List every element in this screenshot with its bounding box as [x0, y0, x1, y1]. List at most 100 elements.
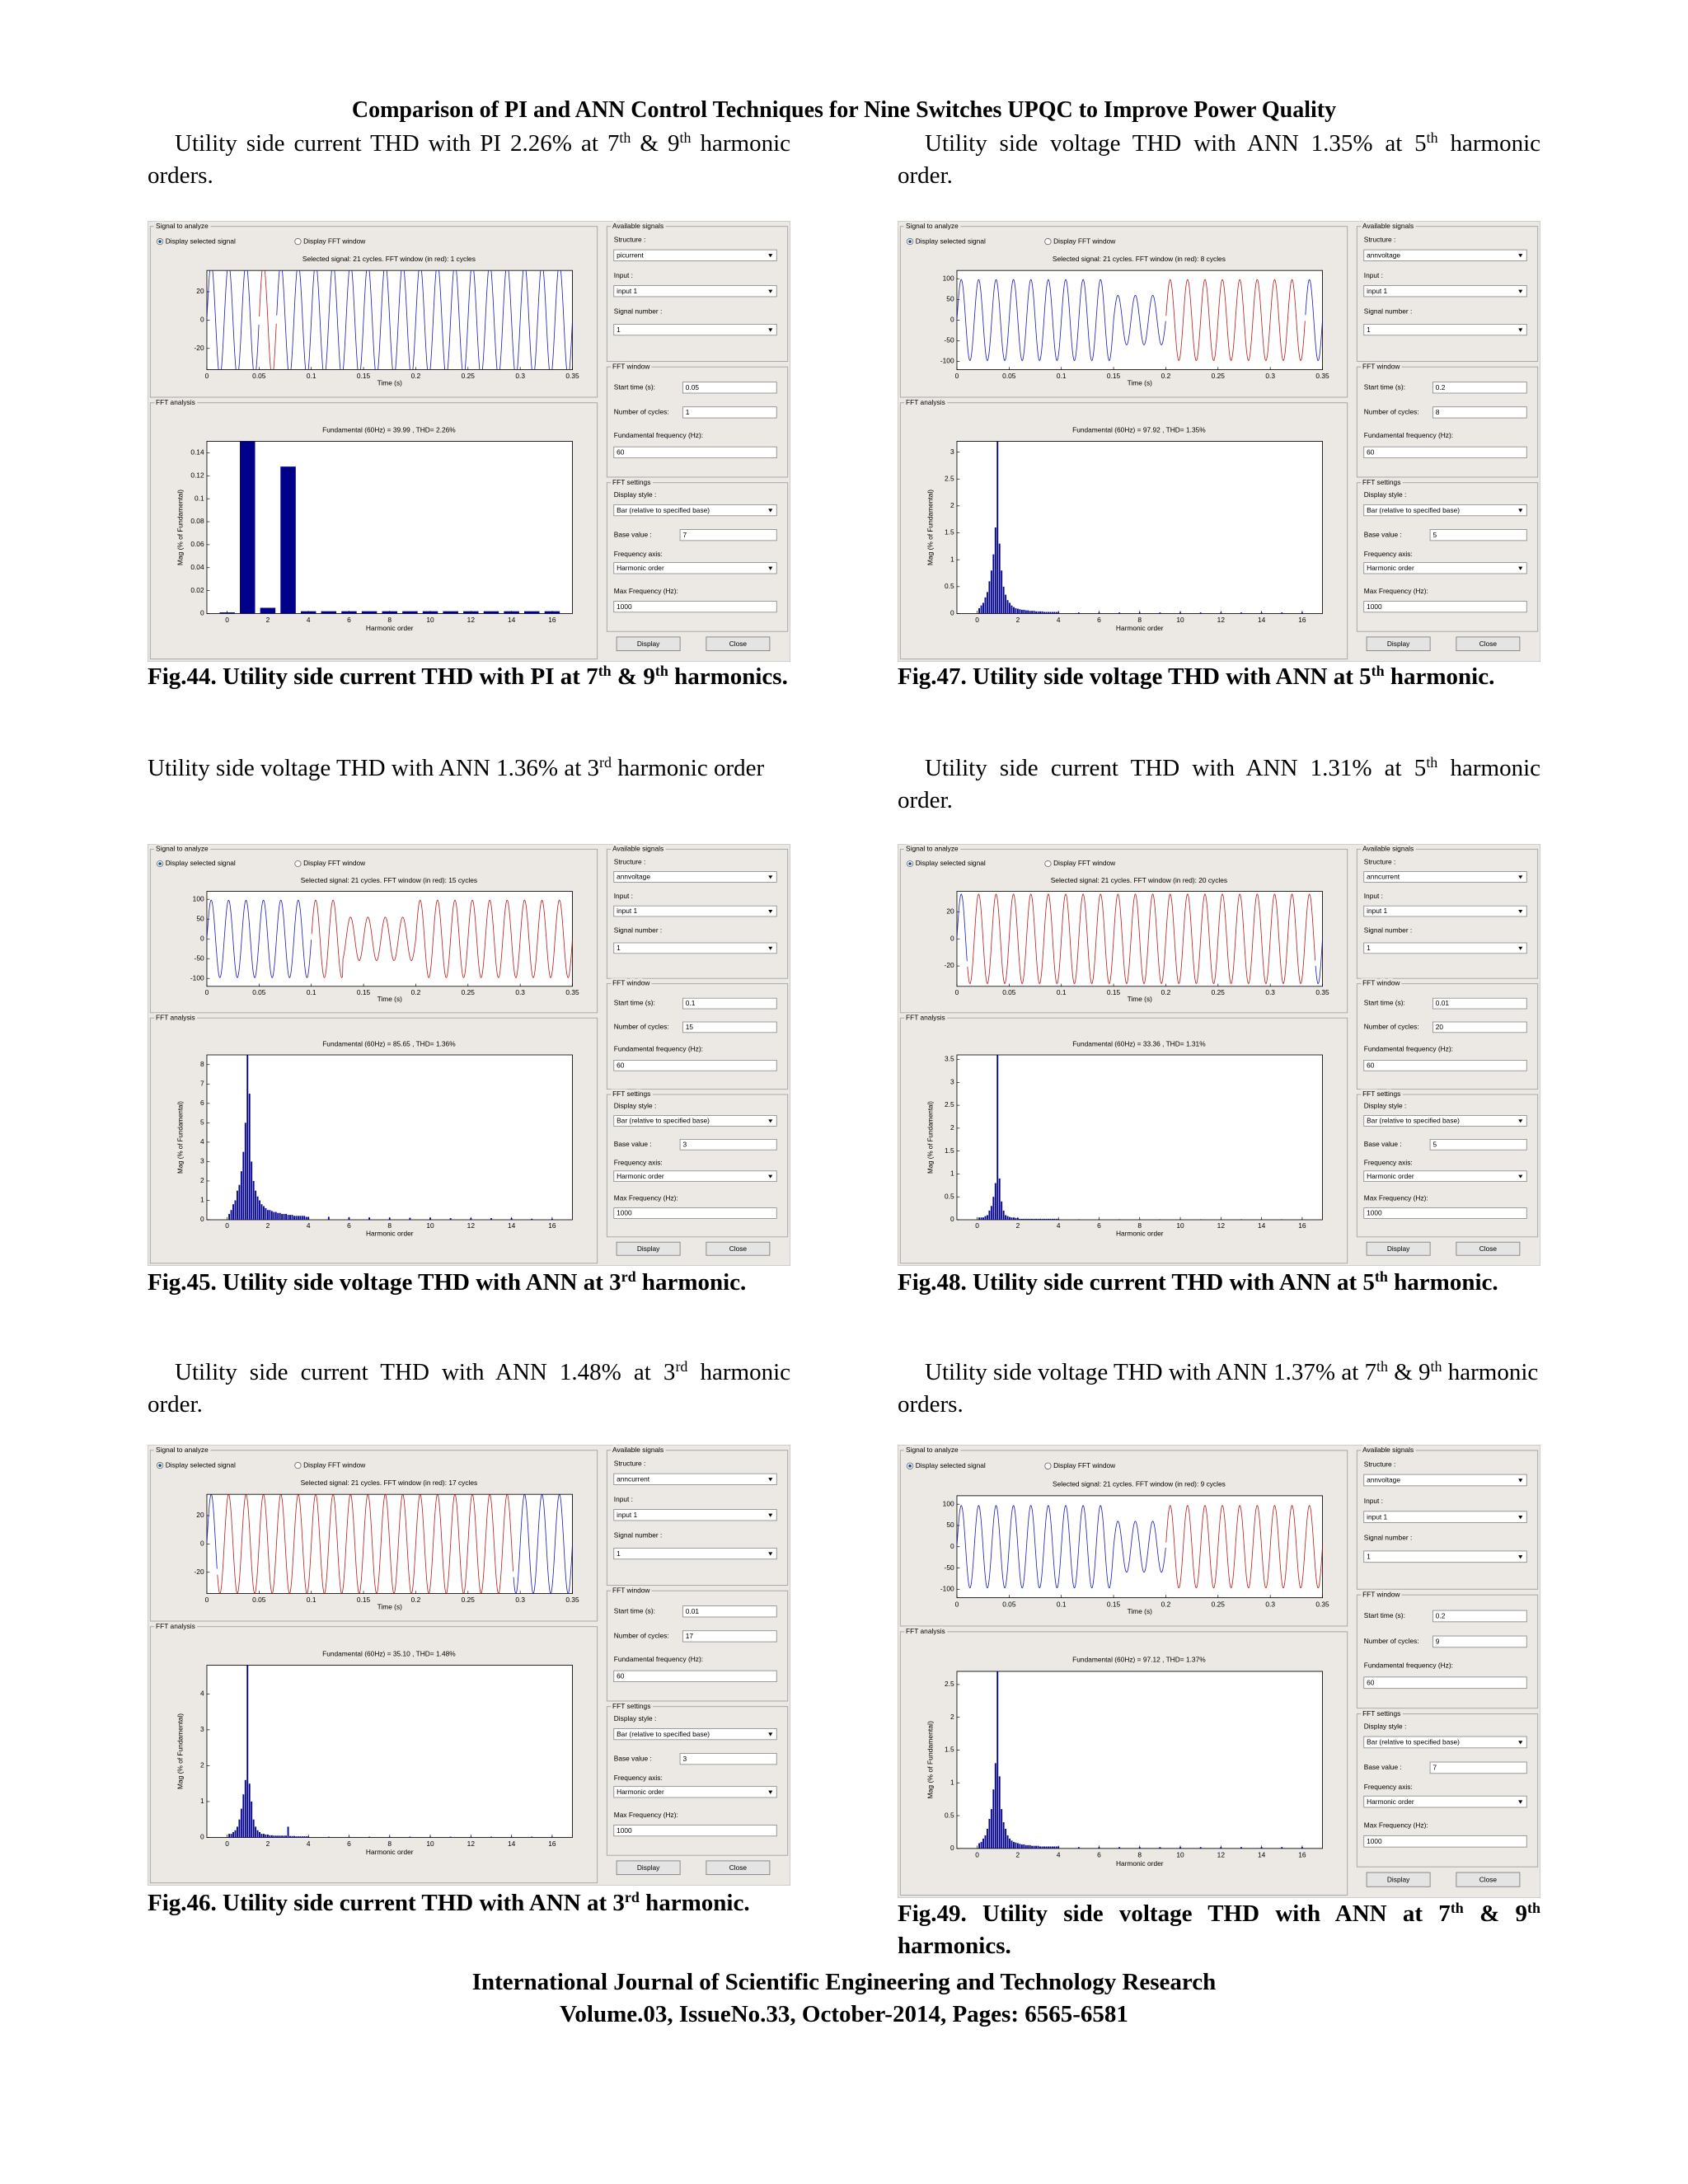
bar — [1009, 1838, 1010, 1849]
radio-off — [294, 1461, 302, 1469]
bar — [1020, 1218, 1023, 1220]
bar — [300, 611, 316, 614]
display-button[interactable] — [1366, 636, 1431, 652]
display-button[interactable] — [616, 636, 681, 652]
x-tick-label: 6 — [1097, 1851, 1101, 1859]
bar — [1051, 612, 1053, 614]
group-title: Signal to analyze — [906, 1446, 959, 1454]
bar — [1016, 1843, 1019, 1849]
label: Frequency axis: — [1364, 550, 1413, 558]
dropdown — [1363, 562, 1527, 574]
bar — [269, 1835, 271, 1838]
display-button[interactable] — [616, 1860, 681, 1876]
y-axis-label: Mag (% of Fundamental) — [926, 1101, 934, 1174]
superscript: th — [654, 663, 668, 680]
plot-area — [956, 1054, 1323, 1221]
y-tick-label: 0.02 — [190, 586, 204, 594]
display-button[interactable] — [1366, 1872, 1431, 1887]
superscript: rd — [621, 1268, 636, 1286]
dropdown — [613, 1547, 777, 1560]
bar — [1199, 612, 1202, 614]
bar — [1019, 1218, 1021, 1220]
y-tick-label: 1.5 — [945, 1147, 954, 1155]
group-title: Available signals — [1362, 1446, 1414, 1454]
bar — [274, 1835, 277, 1838]
x-tick-label: 14 — [508, 616, 516, 624]
bar — [301, 1836, 303, 1838]
display-button[interactable] — [1366, 1241, 1431, 1256]
bar — [232, 1831, 234, 1838]
fft-window-waveform — [1165, 1505, 1323, 1589]
group-box — [899, 1631, 1348, 1896]
label: Fundamental (60Hz) = 35.10 , THD= 1.48% — [322, 1649, 456, 1657]
x-tick-label: 14 — [508, 1222, 516, 1230]
close-button[interactable] — [706, 1241, 771, 1256]
y-tick-label: 2 — [200, 1177, 204, 1184]
fft-window-waveform — [1165, 279, 1306, 362]
x-tick-label: 4 — [307, 1222, 311, 1230]
bar — [998, 1179, 1001, 1220]
display-button[interactable] — [616, 1241, 681, 1256]
x-tick-label: 0.15 — [1107, 1600, 1121, 1608]
bar — [1199, 1219, 1202, 1220]
x-tick-label: 8 — [387, 616, 392, 624]
bar — [990, 570, 992, 614]
waveform — [956, 1505, 1166, 1589]
paragraph: Utility side voltage THD with ANN 1.37% … — [898, 1357, 1540, 1421]
y-tick-label: 0.04 — [190, 563, 204, 571]
label: Frequency axis: — [614, 1159, 663, 1166]
close-button[interactable] — [706, 636, 771, 652]
text-run: Utility side voltage THD with ANN 1.37% … — [925, 1359, 1376, 1385]
input-value: 9 — [1436, 1638, 1440, 1646]
bar — [1031, 1218, 1034, 1220]
bar — [1053, 1218, 1056, 1220]
close-button[interactable] — [1456, 1872, 1521, 1887]
bar — [1240, 1219, 1242, 1220]
input-value: 1000 — [1367, 1210, 1382, 1217]
label: Start time (s): — [614, 1000, 655, 1007]
label: Harmonic order — [1116, 1230, 1164, 1238]
bar — [301, 1216, 303, 1220]
bar — [285, 1213, 288, 1220]
close-button[interactable] — [706, 1860, 771, 1876]
y-tick-label: 7 — [200, 1080, 204, 1088]
bar — [1015, 1217, 1017, 1220]
superscript: th — [1527, 1900, 1540, 1917]
input-value: 1000 — [617, 1210, 632, 1217]
bar — [443, 611, 458, 614]
bar — [531, 1218, 533, 1220]
text-run: & 9 — [631, 130, 680, 157]
bar — [1098, 1219, 1100, 1220]
bar — [980, 605, 982, 614]
close-button[interactable] — [1456, 636, 1521, 652]
x-tick-label: 2 — [1016, 616, 1020, 624]
superscript: th — [1426, 754, 1438, 771]
bar — [287, 1215, 289, 1220]
caption: Fig.47. Utility side voltage THD with AN… — [898, 661, 1540, 693]
x-tick-label: 16 — [1298, 1851, 1306, 1859]
bar — [270, 1835, 273, 1838]
bar — [256, 1196, 259, 1220]
text-run: Utility side voltage THD with ANN 1.36% … — [148, 755, 599, 781]
x-tick-label: 0 — [225, 616, 229, 624]
label: Input : — [1364, 271, 1383, 279]
y-tick-label: -20 — [195, 344, 204, 352]
bar — [524, 611, 540, 614]
superscript: th — [1450, 1900, 1464, 1917]
dropdown — [613, 1727, 777, 1741]
bar — [361, 611, 377, 614]
input-box — [1363, 446, 1527, 458]
bar — [1047, 612, 1049, 614]
bar — [1281, 1847, 1283, 1849]
close-button[interactable] — [1456, 1241, 1521, 1256]
bar — [990, 1809, 992, 1849]
dropdown — [1363, 1474, 1527, 1487]
bar — [490, 1836, 492, 1838]
group-box — [1356, 482, 1539, 632]
bar — [982, 1838, 984, 1849]
button-label: Display — [637, 1245, 660, 1253]
input-box — [682, 1021, 777, 1033]
bar — [1033, 1218, 1035, 1220]
group-box — [149, 1017, 598, 1264]
group-box — [899, 402, 1348, 660]
